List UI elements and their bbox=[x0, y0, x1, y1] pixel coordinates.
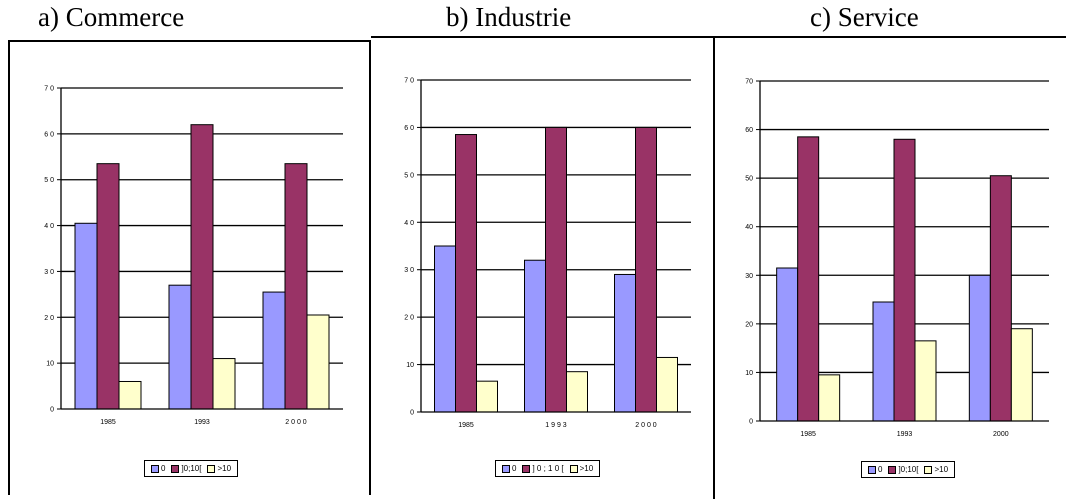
legend-commerce: 0 ]0;10[ >10 bbox=[144, 460, 239, 477]
y-tick-label: 10 bbox=[46, 361, 54, 368]
bar bbox=[797, 136, 820, 422]
legend-swatch-2 bbox=[207, 464, 216, 473]
y-tick-label: 50 bbox=[745, 176, 753, 183]
chart-title-commerce: a) Commerce bbox=[38, 2, 185, 32]
y-tick-label: 70 bbox=[745, 79, 753, 86]
bar bbox=[872, 301, 895, 422]
bar bbox=[566, 371, 588, 413]
y-tick-label: 10 bbox=[406, 362, 414, 369]
bar bbox=[168, 284, 192, 410]
bar-chart-industrie: 0 10 2 0 3 0 4 0 5 0 6 0 7 0 1985 1 9 9 3 2 0 0 0 bbox=[404, 78, 691, 429]
y-tick-label: 3 0 bbox=[44, 269, 54, 276]
y-tick-label: 0 bbox=[410, 410, 414, 417]
y-tick-label: 0 bbox=[749, 419, 753, 426]
bar bbox=[262, 291, 286, 410]
bar bbox=[656, 356, 678, 413]
bar bbox=[190, 124, 214, 410]
legend-swatch-1 bbox=[522, 464, 531, 473]
x-tick-label: 2000 bbox=[993, 431, 1009, 438]
bar-chart-service: 0 10 20 30 40 50 60 70 1985 1993 2000 bbox=[745, 79, 1049, 438]
y-tick-label: 6 0 bbox=[44, 131, 54, 138]
bar-chart-commerce: 0 10 2 0 3 0 4 0 5 0 6 0 7 0 1985 1993 2 0 0 0 bbox=[44, 86, 343, 426]
legend-item: 0 bbox=[502, 464, 516, 473]
x-tick-label: 1985 bbox=[800, 431, 816, 438]
bar bbox=[893, 138, 916, 422]
y-tick-label: 7 0 bbox=[404, 78, 414, 85]
y-tick-label: 5 0 bbox=[44, 177, 54, 184]
legend-label: 0 bbox=[512, 464, 517, 473]
bar bbox=[455, 134, 477, 413]
x-tick-label: 1993 bbox=[194, 419, 210, 426]
legend-label: 0 bbox=[161, 464, 166, 473]
bar bbox=[306, 314, 330, 410]
bar bbox=[968, 274, 991, 422]
y-tick-label: 3 0 bbox=[404, 267, 414, 274]
bar bbox=[284, 163, 308, 410]
x-tick-label: 1 9 9 3 bbox=[545, 422, 567, 429]
bar bbox=[635, 126, 657, 413]
legend-swatch-0 bbox=[502, 464, 510, 473]
x-tick-label: 1985 bbox=[458, 422, 474, 429]
bar bbox=[74, 222, 98, 410]
legend-label: ]0;10[ bbox=[181, 464, 202, 473]
bar bbox=[914, 340, 937, 422]
legend-label: ] 0 ; 1 0 [ bbox=[532, 464, 564, 473]
bar bbox=[434, 245, 456, 413]
legend-swatch-1 bbox=[171, 464, 180, 473]
y-tick-label: 40 bbox=[745, 224, 753, 231]
legend-service: 0 ]0;10[ >10 bbox=[861, 461, 956, 478]
legend-item: >10 bbox=[207, 464, 231, 473]
bar bbox=[524, 259, 546, 413]
legend-item: ]0;10[ bbox=[888, 465, 918, 474]
bar bbox=[476, 380, 498, 413]
legend-item: 0 bbox=[151, 464, 165, 473]
y-tick-label: 4 0 bbox=[404, 220, 414, 227]
y-tick-label: 10 bbox=[745, 370, 753, 377]
y-tick-label: 4 0 bbox=[44, 223, 54, 230]
bar bbox=[818, 374, 841, 422]
y-tick-label: 5 0 bbox=[404, 172, 414, 179]
legend-label: >10 bbox=[579, 464, 594, 473]
legend-item: ]0;10[ bbox=[171, 464, 201, 473]
bar bbox=[776, 267, 799, 422]
legend-item: >10 bbox=[924, 465, 948, 474]
legend-label: ]0;10[ bbox=[898, 465, 919, 474]
bar bbox=[1010, 328, 1033, 422]
legend-swatch-0 bbox=[151, 464, 159, 473]
legend-swatch-2 bbox=[924, 465, 933, 474]
chart-title-industrie: b) Industrie bbox=[446, 2, 572, 32]
legend-swatch-2 bbox=[569, 464, 578, 473]
y-tick-label: 7 0 bbox=[44, 86, 54, 93]
legend-item: ] 0 ; 1 0 [ bbox=[522, 464, 564, 473]
bar bbox=[614, 273, 636, 413]
x-tick-label: 2 0 0 0 bbox=[285, 419, 307, 426]
bar bbox=[118, 380, 142, 410]
bar bbox=[545, 126, 567, 413]
y-tick-label: 60 bbox=[745, 127, 753, 134]
legend-industrie: 0 ] 0 ; 1 0 [ >10 bbox=[495, 460, 601, 477]
chart-title-service: c) Service bbox=[810, 2, 919, 32]
x-tick-label: 1985 bbox=[100, 419, 116, 426]
x-tick-label: 2 0 0 0 bbox=[635, 422, 657, 429]
y-tick-label: 20 bbox=[745, 321, 753, 328]
legend-item: 0 bbox=[868, 465, 882, 474]
legend-label: >10 bbox=[934, 465, 949, 474]
x-tick-label: 1993 bbox=[897, 431, 913, 438]
y-tick-label: 6 0 bbox=[404, 125, 414, 132]
legend-swatch-1 bbox=[888, 465, 897, 474]
chart-panel-commerce: 0 10 2 0 3 0 4 0 5 0 6 0 7 0 1985 1993 2 0 0 0 0 ]… bbox=[8, 40, 371, 495]
legend-item: >10 bbox=[569, 464, 594, 473]
legend-swatch-0 bbox=[868, 465, 876, 474]
legend-label: >10 bbox=[217, 464, 232, 473]
bar bbox=[212, 358, 236, 410]
chart-panel-service: 0 10 20 30 40 50 60 70 1985 1993 2000 0 ]0;10[ >10 bbox=[715, 36, 1066, 499]
y-tick-label: 30 bbox=[745, 273, 753, 280]
bar bbox=[96, 163, 120, 410]
bar bbox=[989, 175, 1012, 422]
y-tick-label: 2 0 bbox=[404, 315, 414, 322]
y-tick-label: 0 bbox=[50, 407, 54, 414]
legend-label: 0 bbox=[878, 465, 883, 474]
y-tick-label: 2 0 bbox=[44, 315, 54, 322]
